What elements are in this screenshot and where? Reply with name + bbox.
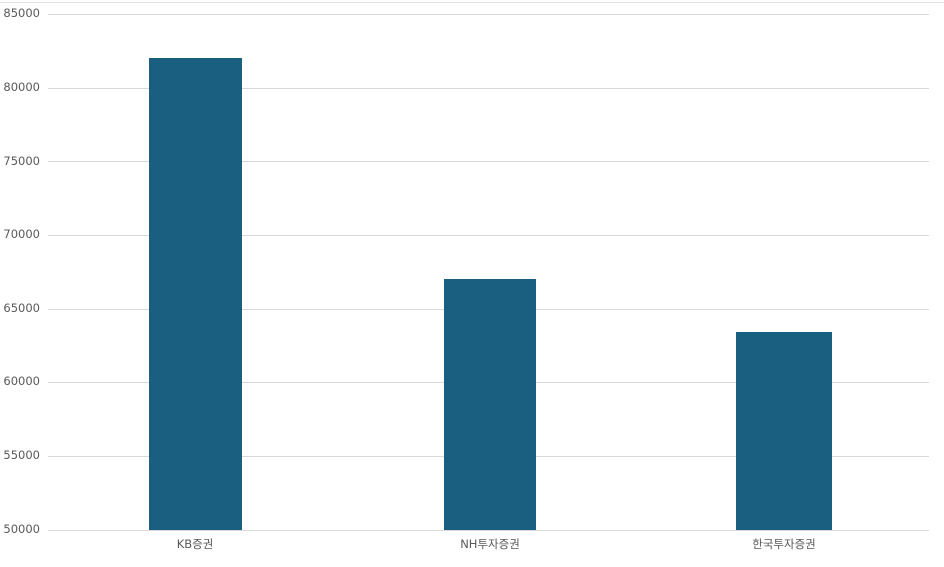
plot-area [48, 14, 929, 531]
x-axis-tick-label-kb: KB증권 [176, 537, 214, 551]
chart-top-border [0, 2, 944, 3]
y-axis-tick-label: 80000 [3, 80, 40, 94]
gridline [48, 235, 929, 236]
gridline [48, 14, 929, 15]
x-axis-tick-label-korea-investment: 한국투자증권 [752, 537, 816, 551]
y-axis-tick-label: 55000 [3, 448, 40, 462]
y-axis-tick-label: 75000 [3, 154, 40, 168]
y-axis-tick-label: 70000 [3, 227, 40, 241]
y-axis-tick-label: 65000 [3, 301, 40, 315]
y-axis-tick-label: 50000 [3, 522, 40, 536]
x-axis-tick-label-nh: NH투자증권 [460, 537, 520, 551]
bar-kb[interactable] [149, 58, 242, 530]
y-axis-tick-label: 85000 [3, 6, 40, 20]
gridline [48, 161, 929, 162]
y-axis-tick-label: 60000 [3, 374, 40, 388]
bar-nh[interactable] [444, 279, 536, 530]
gridline [48, 530, 929, 531]
gridline [48, 88, 929, 89]
bar-korea-investment[interactable] [736, 332, 832, 530]
